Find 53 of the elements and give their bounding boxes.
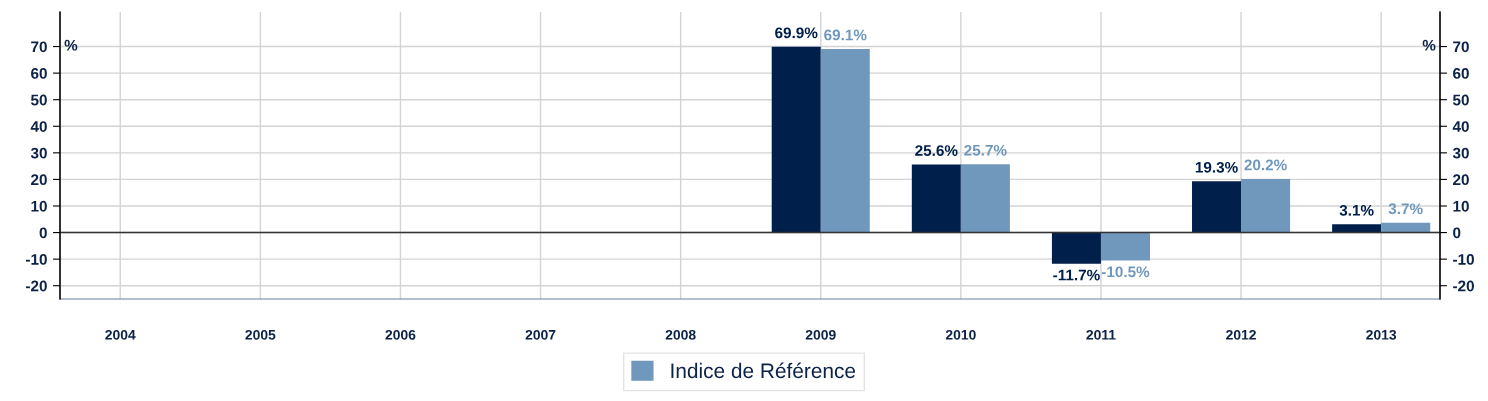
y2-tick-label: -10 xyxy=(1453,254,1474,265)
bar xyxy=(820,48,870,233)
data-label: 69.1% xyxy=(824,29,867,41)
bar xyxy=(1241,178,1291,233)
y2-tick-label: 50 xyxy=(1452,94,1469,106)
data-label: 3.7% xyxy=(1388,203,1423,215)
data-label: 20.2% xyxy=(1244,159,1287,171)
y-axis-title: % xyxy=(64,39,78,51)
y-tick-label: -10 xyxy=(26,254,47,265)
bar xyxy=(960,164,1010,233)
x-tick-label: 2010 xyxy=(945,329,976,340)
x-tick-label: 2004 xyxy=(105,329,136,340)
y-tick-label: 60 xyxy=(31,67,47,79)
y-tick-label: 40 xyxy=(30,121,47,132)
y2-axis-title: % xyxy=(1422,39,1436,51)
data-label: 25.6% xyxy=(915,145,958,156)
y-tick-label: 30 xyxy=(30,147,47,159)
y2-tick-label: 30 xyxy=(1452,147,1469,159)
bar xyxy=(1051,232,1101,264)
data-label: 3.1% xyxy=(1339,204,1374,216)
data-label: 19.3% xyxy=(1195,161,1238,173)
data-label: 25.7% xyxy=(964,144,1007,156)
y-tick-label: 0 xyxy=(39,227,47,239)
x-tick-label: 2011 xyxy=(1086,329,1116,340)
x-tick-label: 2008 xyxy=(665,329,696,340)
x-tick-label: 2013 xyxy=(1366,329,1397,340)
x-tick-label: 2007 xyxy=(525,329,556,340)
y2-tick-label: 10 xyxy=(1453,200,1469,212)
legend-label: Indice de Référence xyxy=(671,362,856,379)
x-tick-label: 2005 xyxy=(245,329,276,340)
bar xyxy=(1332,224,1382,233)
y2-tick-label: 40 xyxy=(1452,121,1469,132)
data-label: -11.7% xyxy=(1053,269,1100,281)
y-tick-label: -20 xyxy=(26,280,47,292)
y2-tick-label: -20 xyxy=(1453,280,1474,292)
x-tick-label: 2006 xyxy=(385,329,416,340)
x-tick-label: 2009 xyxy=(805,329,836,340)
y-tick-label: 10 xyxy=(31,200,47,212)
y-tick-label: 20 xyxy=(31,174,47,186)
data-label: 69.9% xyxy=(775,27,818,39)
bar xyxy=(911,164,961,233)
bar xyxy=(1100,232,1150,261)
x-tick-label: 2012 xyxy=(1226,329,1256,340)
y-tick-label: 50 xyxy=(30,94,47,106)
y2-tick-label: 20 xyxy=(1453,174,1469,186)
y-tick-label: 70 xyxy=(31,41,47,53)
y2-tick-label: 60 xyxy=(1453,67,1469,79)
bar xyxy=(1381,222,1431,233)
bar xyxy=(1192,181,1242,233)
y2-tick-label: 0 xyxy=(1453,227,1461,239)
data-label: -10.5% xyxy=(1101,266,1150,278)
y2-tick-label: 70 xyxy=(1453,41,1469,53)
bar xyxy=(771,46,821,233)
